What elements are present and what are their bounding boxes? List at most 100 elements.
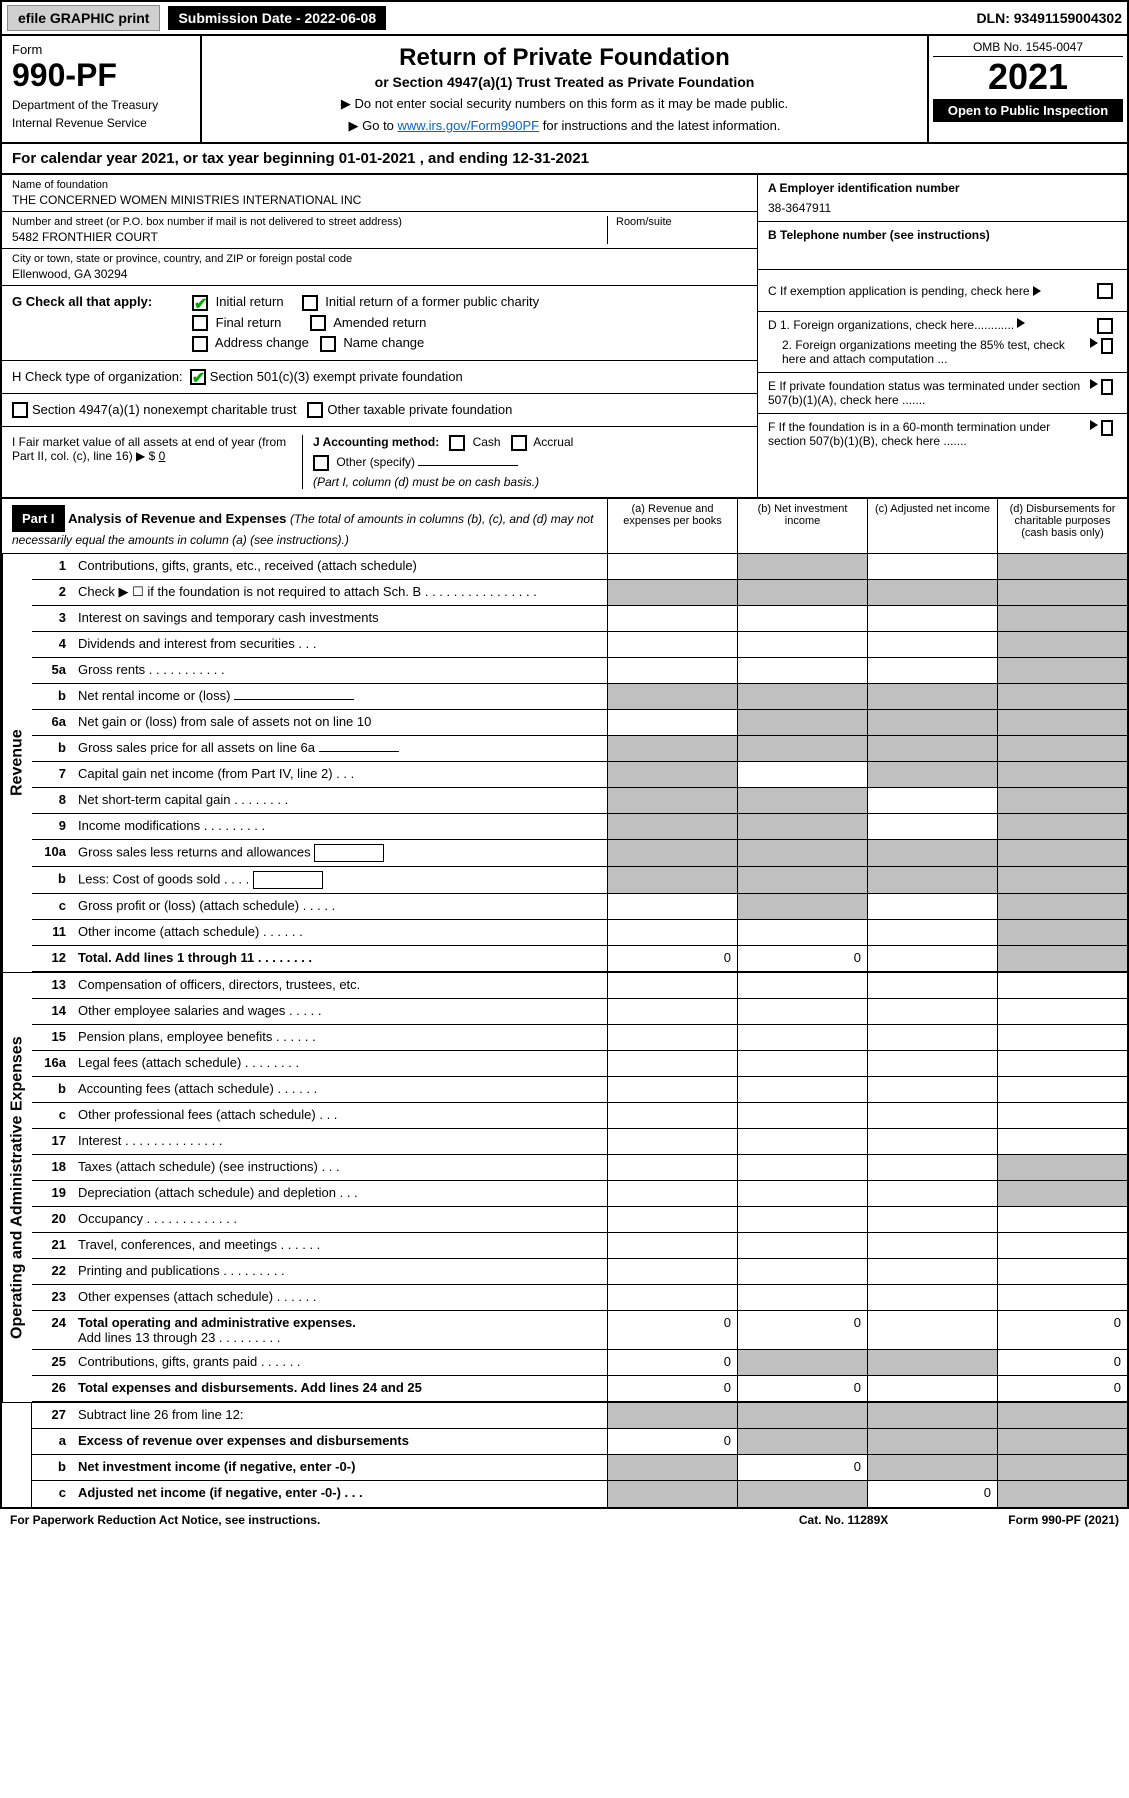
checkbox-accrual[interactable] xyxy=(511,435,527,451)
val-27a: 0 xyxy=(607,1429,737,1454)
g-final: Final return xyxy=(216,315,282,330)
checkbox-addr-change[interactable] xyxy=(192,336,208,352)
line-10b: Less: Cost of goods sold . . . . xyxy=(72,867,607,893)
line-7: Capital gain net income (from Part IV, l… xyxy=(72,762,607,787)
omb-number: OMB No. 1545-0047 xyxy=(933,40,1123,57)
col-d-header: (d) Disbursements for charitable purpose… xyxy=(997,499,1127,553)
line-27a: Excess of revenue over expenses and disb… xyxy=(72,1429,607,1454)
line-20: Occupancy . . . . . . . . . . . . . xyxy=(72,1207,607,1232)
instr-prefix: ▶ Go to xyxy=(349,118,398,133)
h-other: Other taxable private foundation xyxy=(327,402,512,417)
irs-link[interactable]: www.irs.gov/Form990PF xyxy=(398,118,540,133)
city-state-zip: Ellenwood, GA 30294 xyxy=(12,267,747,281)
checkbox-final[interactable] xyxy=(192,315,208,331)
line-18: Taxes (attach schedule) (see instruction… xyxy=(72,1155,607,1180)
j-label: J Accounting method: xyxy=(313,435,439,449)
line-16b: Accounting fees (attach schedule) . . . … xyxy=(72,1077,607,1102)
line-16c: Other professional fees (attach schedule… xyxy=(72,1103,607,1128)
i-label: I Fair market value of all assets at end… xyxy=(12,435,286,463)
arrow-icon xyxy=(1090,338,1098,348)
line-23: Other expenses (attach schedule) . . . .… xyxy=(72,1285,607,1310)
line-10a: Gross sales less returns and allowances xyxy=(72,840,607,866)
line-16a: Legal fees (attach schedule) . . . . . .… xyxy=(72,1051,607,1076)
dln: DLN: 93491159004302 xyxy=(976,10,1122,26)
instr-link-row: ▶ Go to www.irs.gov/Form990PF for instru… xyxy=(222,118,907,134)
dept-treasury: Department of the Treasury xyxy=(12,98,190,112)
line-21: Travel, conferences, and meetings . . . … xyxy=(72,1233,607,1258)
j-note: (Part I, column (d) must be on cash basi… xyxy=(313,475,747,489)
j-cash: Cash xyxy=(473,435,501,449)
val-24d: 0 xyxy=(997,1311,1127,1349)
arrow-icon xyxy=(1090,420,1098,430)
line-27b: Net investment income (if negative, ente… xyxy=(72,1455,607,1480)
expenses-side-label: Operating and Administrative Expenses xyxy=(2,973,32,1402)
val-27c: 0 xyxy=(867,1481,997,1507)
line-11: Other income (attach schedule) . . . . .… xyxy=(72,920,607,945)
addr-label: Number and street (or P.O. box number if… xyxy=(12,216,607,228)
checkbox-other-method[interactable] xyxy=(313,455,329,471)
line-14: Other employee salaries and wages . . . … xyxy=(72,999,607,1024)
checkbox-c[interactable] xyxy=(1097,283,1113,299)
form-header: Form 990-PF Department of the Treasury I… xyxy=(2,36,1127,144)
line-19: Depreciation (attach schedule) and deple… xyxy=(72,1181,607,1206)
line-6b: Gross sales price for all assets on line… xyxy=(72,736,607,761)
line-26: Total expenses and disbursements. Add li… xyxy=(72,1376,607,1401)
checkbox-d2[interactable] xyxy=(1101,338,1113,354)
line-5b: Net rental income or (loss) xyxy=(72,684,607,709)
f-label: F If the foundation is in a 60-month ter… xyxy=(768,420,1087,448)
val-26d: 0 xyxy=(997,1376,1127,1401)
form-label: Form xyxy=(12,42,190,57)
revenue-side-label: Revenue xyxy=(2,554,32,972)
open-public-badge: Open to Public Inspection xyxy=(933,99,1123,122)
d1-label: D 1. Foreign organizations, check here..… xyxy=(768,318,1014,334)
line-27: Subtract line 26 from line 12: xyxy=(72,1403,607,1428)
h-501: Section 501(c)(3) exempt private foundat… xyxy=(210,369,463,384)
city-label: City or town, state or province, country… xyxy=(12,253,747,265)
line-2: Check ▶ ☐ if the foundation is not requi… xyxy=(72,580,607,605)
g-addr: Address change xyxy=(215,335,309,350)
h-label: H Check type of organization: xyxy=(12,369,183,384)
checkbox-initial-former[interactable] xyxy=(302,295,318,311)
val-24b: 0 xyxy=(737,1311,867,1349)
checkbox-cash[interactable] xyxy=(449,435,465,451)
checkbox-d1[interactable] xyxy=(1097,318,1113,334)
tax-year: 2021 xyxy=(933,57,1123,97)
top-bar: efile GRAPHIC print Submission Date - 20… xyxy=(2,2,1127,36)
val-25a: 0 xyxy=(607,1350,737,1375)
line-27c: Adjusted net income (if negative, enter … xyxy=(72,1481,607,1507)
dept-irs: Internal Revenue Service xyxy=(12,116,190,130)
footer-paperwork: For Paperwork Reduction Act Notice, see … xyxy=(10,1513,320,1527)
checkbox-other-taxable[interactable] xyxy=(307,402,323,418)
checkbox-initial-return[interactable] xyxy=(192,295,208,311)
h-4947: Section 4947(a)(1) nonexempt charitable … xyxy=(32,402,296,417)
line-12: Total. Add lines 1 through 11 . . . . . … xyxy=(72,946,607,971)
line-15: Pension plans, employee benefits . . . .… xyxy=(72,1025,607,1050)
checkbox-4947[interactable] xyxy=(12,402,28,418)
line-17: Interest . . . . . . . . . . . . . . xyxy=(72,1129,607,1154)
efile-print-button[interactable]: efile GRAPHIC print xyxy=(7,5,160,31)
line-8: Net short-term capital gain . . . . . . … xyxy=(72,788,607,813)
phone-label: B Telephone number (see instructions) xyxy=(768,228,990,242)
line-13: Compensation of officers, directors, tru… xyxy=(72,973,607,998)
form-number: 990-PF xyxy=(12,57,190,94)
col-c-header: (c) Adjusted net income xyxy=(867,499,997,553)
footer-cat: Cat. No. 11289X xyxy=(799,1513,888,1527)
checkbox-f[interactable] xyxy=(1101,420,1113,436)
arrow-icon xyxy=(1090,379,1098,389)
checkbox-name-change[interactable] xyxy=(320,336,336,352)
instr-suffix: for instructions and the latest informat… xyxy=(539,118,780,133)
line-5a: Gross rents . . . . . . . . . . . xyxy=(72,658,607,683)
val-26b: 0 xyxy=(737,1376,867,1401)
g-label: G Check all that apply: xyxy=(12,294,152,309)
checkbox-501c3[interactable] xyxy=(190,369,206,385)
line-24: Total operating and administrative expen… xyxy=(72,1311,607,1349)
val-12a: 0 xyxy=(607,946,737,971)
checkbox-amended[interactable] xyxy=(310,315,326,331)
line-4: Dividends and interest from securities .… xyxy=(72,632,607,657)
part1-label: Part I xyxy=(12,505,65,532)
checkbox-e[interactable] xyxy=(1101,379,1113,395)
val-24a: 0 xyxy=(607,1311,737,1349)
arrow-icon xyxy=(1033,286,1041,296)
col-a-header: (a) Revenue and expenses per books xyxy=(607,499,737,553)
calendar-year-row: For calendar year 2021, or tax year begi… xyxy=(2,144,1127,175)
